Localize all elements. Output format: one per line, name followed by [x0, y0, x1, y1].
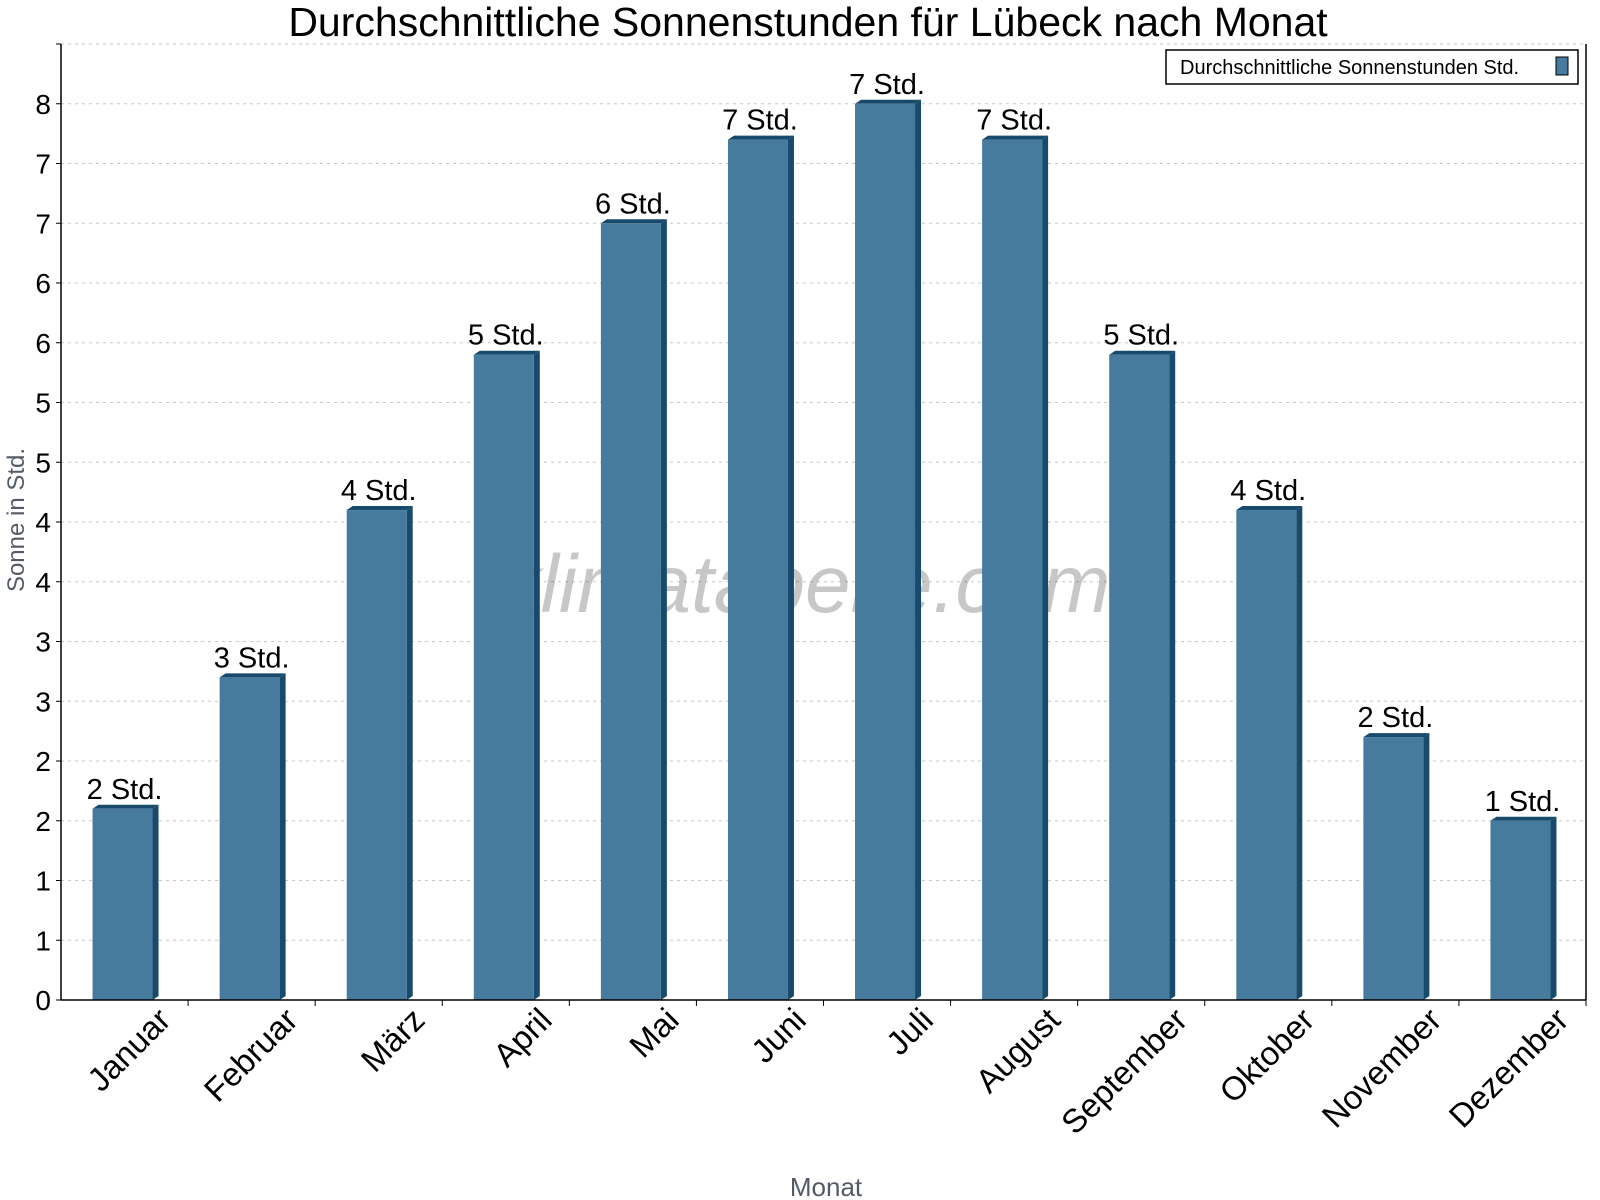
data-label: 5 Std.	[1103, 320, 1179, 352]
bar-top-face	[982, 135, 1049, 140]
x-tick-label: März	[354, 1001, 432, 1079]
y-tick-label: 5	[35, 388, 51, 419]
data-label: 2 Std.	[87, 774, 163, 806]
bar-side-face	[533, 350, 540, 1000]
y-tick-label: 4	[35, 567, 51, 598]
bar-top-face	[219, 673, 286, 678]
bar	[1236, 510, 1297, 1000]
bar	[1490, 820, 1551, 1000]
y-tick-label: 1	[35, 925, 51, 956]
data-label: 1 Std.	[1485, 786, 1561, 818]
x-tick-label: Mai	[622, 1001, 686, 1065]
bar	[1109, 354, 1170, 1000]
data-label: 4 Std.	[341, 475, 417, 507]
y-tick-label: 7	[35, 149, 51, 180]
bar-side-face	[279, 673, 286, 1000]
chart-title: Durchschnittliche Sonnenstunden für Lübe…	[288, 0, 1328, 45]
y-tick-label: 4	[35, 507, 51, 538]
bar-top-face	[855, 99, 922, 104]
y-tick-label: 3	[35, 686, 51, 717]
x-axis-label: Monat	[790, 1172, 863, 1200]
bar-side-face	[406, 506, 413, 1000]
x-tick-label: Februar	[197, 1001, 305, 1109]
data-label: 7 Std.	[849, 69, 925, 101]
y-tick-label: 5	[35, 447, 51, 478]
axes	[56, 43, 1587, 1006]
y-tick-label: 3	[35, 627, 51, 658]
data-label: 4 Std.	[1230, 475, 1306, 507]
y-tick-label: 2	[35, 746, 51, 777]
bar-top-face	[600, 219, 667, 224]
data-label: 2 Std.	[1357, 702, 1433, 734]
data-label: 7 Std.	[976, 105, 1052, 137]
data-label: 3 Std.	[214, 642, 290, 674]
data-label: 6 Std.	[595, 188, 671, 220]
y-tick-label: 6	[35, 268, 51, 299]
bar-side-face	[787, 135, 794, 1001]
y-tick-label: 0	[35, 985, 51, 1016]
bar-side-face	[660, 219, 667, 1000]
data-label: 5 Std.	[468, 320, 544, 352]
x-tick-label: Juli	[879, 1001, 940, 1062]
y-tick-label: 8	[35, 89, 51, 120]
bar-side-face	[1042, 135, 1049, 1001]
bar	[346, 510, 407, 1000]
y-tick-label: 2	[35, 806, 51, 837]
bar-side-face	[1423, 733, 1430, 1000]
x-tick-label: August	[968, 1001, 1067, 1100]
bar-top-face	[1363, 733, 1430, 738]
x-tick-label: Dezember	[1442, 1001, 1576, 1135]
legend-box	[1165, 49, 1579, 85]
bar-side-face	[915, 99, 922, 1000]
y-tick-label: 1	[35, 866, 51, 897]
bar	[473, 354, 534, 1000]
bar	[727, 139, 788, 1001]
x-tick-label: November	[1315, 1001, 1449, 1135]
y-tick-label: 7	[35, 208, 51, 239]
bar-top-face	[473, 350, 540, 355]
gridlines	[61, 43, 1586, 941]
bar-top-face	[92, 804, 159, 809]
bar-top-face	[727, 135, 794, 140]
bar-top-face	[1236, 506, 1303, 511]
legend-swatch	[1555, 56, 1569, 76]
data-label: 7 Std.	[722, 105, 798, 137]
bar-top-face	[1490, 816, 1557, 821]
bar-side-face	[1550, 816, 1557, 1000]
bar	[1363, 737, 1424, 1000]
bar	[982, 139, 1043, 1001]
bar	[92, 808, 153, 1000]
x-tick-label: September	[1054, 1001, 1194, 1141]
bar-top-face	[1109, 350, 1176, 355]
bar-side-face	[152, 804, 159, 1000]
y-axis-label: Sonne in Std.	[3, 448, 30, 592]
bar-side-face	[1296, 506, 1303, 1000]
x-tick-label: Juni	[744, 1001, 813, 1070]
bars: 2 Std. 3 Std. 4 Std. 5 Std. 6 Std. 7 Std. 7 St…	[87, 69, 1561, 1001]
y-tick-label: 6	[35, 328, 51, 359]
x-tick-label: April	[486, 1001, 559, 1074]
bar	[219, 677, 280, 1000]
bar	[600, 223, 661, 1000]
legend-label: Durchschnittliche Sonnenstunden Std.	[1180, 57, 1519, 79]
bar	[855, 103, 916, 1000]
legend: Durchschnittliche Sonnenstunden Std.	[1165, 49, 1579, 85]
x-tick-label: Oktober	[1212, 1001, 1321, 1110]
y-tick-labels: 0 1 1 2 2 3 3 4 4 5 5 6 6 7 7 8	[35, 89, 51, 1016]
bar-top-face	[346, 506, 413, 511]
bar-side-face	[1169, 350, 1176, 1000]
x-tick-labels: Januar Februar März April Mai Juni Juli AugustS…	[80, 1001, 1575, 1141]
x-tick-label: Januar	[80, 1001, 178, 1099]
